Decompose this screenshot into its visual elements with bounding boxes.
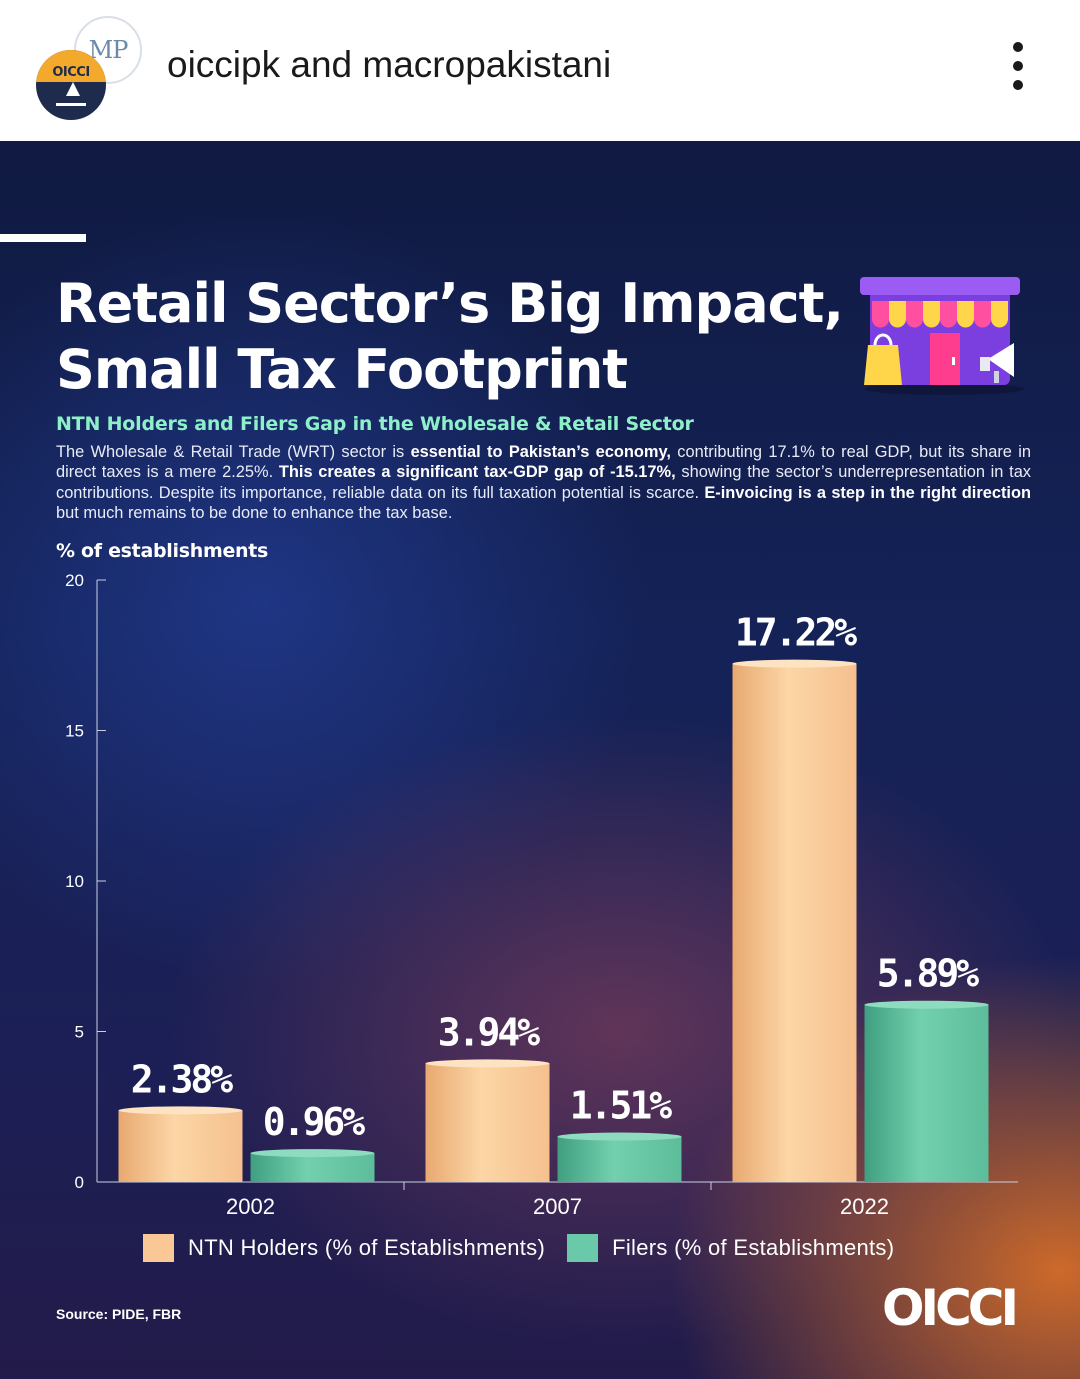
y-axis-title: % of establishments: [56, 540, 269, 562]
bar-body: [425, 1063, 550, 1182]
accent-bar: [0, 234, 86, 242]
x-tick-label: 2002: [226, 1194, 275, 1219]
bar-filers-2022: [864, 1000, 989, 1182]
source-note: Source: PIDE, FBR: [56, 1306, 182, 1322]
oicci-logo: OICCI: [882, 1279, 1019, 1337]
bar-body: [557, 1136, 682, 1182]
legend-swatch-ntn: [143, 1234, 174, 1262]
oicci-avatar[interactable]: OICCI: [36, 50, 106, 120]
x-tick-label: 2022: [840, 1194, 889, 1219]
username-joiner: and: [280, 44, 363, 85]
bar-chart: 0 5 10 15 20 2002 2.38% 0.96% 2007 3.94% 1.51% 202…: [65, 571, 1018, 1219]
chart-legend: NTN Holders (% of Establishments) Filers…: [143, 1234, 916, 1262]
description-segment: E-invoicing is a step in the right direc…: [704, 483, 1031, 502]
bar-data-label: 2.38%: [131, 1057, 234, 1101]
y-tick-label: 20: [65, 571, 84, 590]
bar-ntn-holders-2022: [732, 659, 857, 1182]
description-segment: The Wholesale & Retail Trade (WRT) secto…: [56, 443, 411, 461]
y-tick-label: 5: [75, 1023, 84, 1042]
bar-cap: [864, 1000, 989, 1009]
bar-body: [118, 1110, 243, 1182]
bar-filers-2007: [557, 1132, 682, 1182]
description-segment: but much remains to be done to enhance t…: [56, 504, 453, 523]
username-1[interactable]: oiccipk: [167, 44, 281, 85]
bar-cap: [732, 659, 857, 668]
avatar-label: OICCI: [52, 65, 90, 80]
y-tick-label: 0: [75, 1173, 84, 1192]
legend-label-filers: Filers (% of Establishments): [612, 1235, 895, 1260]
y-tick-label: 15: [65, 722, 84, 741]
description-segment: showing the sector’s underrepresentation…: [56, 463, 1032, 502]
bar-cap: [557, 1132, 682, 1141]
post-username[interactable]: oiccipk and macropakistani: [167, 44, 611, 86]
description-segment: This creates a significant tax-GDP gap o…: [278, 463, 676, 482]
bar-data-label: 17.22%: [735, 611, 857, 655]
legend-item-filers: Filers (% of Establishments): [567, 1234, 894, 1262]
infographic: Retail Sector’s Big Impact, Small Tax Fo…: [0, 141, 1080, 1379]
bar-cap: [425, 1059, 550, 1068]
bar-data-label: 1.51%: [570, 1084, 673, 1128]
bar-body: [864, 1004, 989, 1182]
bar-ntn-holders-2002: [118, 1106, 243, 1182]
post-header: MP OICCI oiccipk and macropakistani: [0, 0, 1080, 141]
y-tick-label: 10: [65, 872, 84, 891]
legend-swatch-filers: [567, 1234, 599, 1262]
legend-item-ntn: NTN Holders (% of Establishments): [143, 1234, 545, 1262]
bar-cap: [118, 1106, 243, 1115]
storefront-icon: [860, 277, 1024, 395]
username-2[interactable]: macropakistani: [362, 44, 612, 85]
legend-label-ntn: NTN Holders (% of Establishments): [188, 1235, 546, 1260]
description-segment: contributing 17.1% to real GDP, but its …: [56, 443, 1032, 482]
bar-data-label: 3.94%: [438, 1010, 541, 1054]
description-segment: essential to Pakistan’s economy,: [410, 443, 671, 461]
bar-body: [250, 1153, 375, 1182]
more-options-icon[interactable]: [1004, 42, 1032, 94]
ship-icon: [56, 82, 86, 106]
x-tick-label: 2007: [533, 1194, 582, 1219]
infographic-subtitle: NTN Holders and Filers Gap in the Wholes…: [56, 413, 694, 435]
infographic-title: Retail Sector’s Big Impact, Small Tax Fo…: [56, 272, 844, 401]
bar-cap: [250, 1149, 375, 1158]
bar-data-label: 5.89%: [877, 952, 980, 996]
bar-filers-2002: [250, 1149, 375, 1182]
avatar[interactable]: MP OICCI: [34, 16, 142, 124]
infographic-description: The Wholesale & Retail Trade (WRT) secto…: [56, 442, 1031, 524]
bar-body: [732, 663, 857, 1182]
bar-data-label: 0.96%: [263, 1100, 366, 1144]
bar-ntn-holders-2007: [425, 1059, 550, 1182]
